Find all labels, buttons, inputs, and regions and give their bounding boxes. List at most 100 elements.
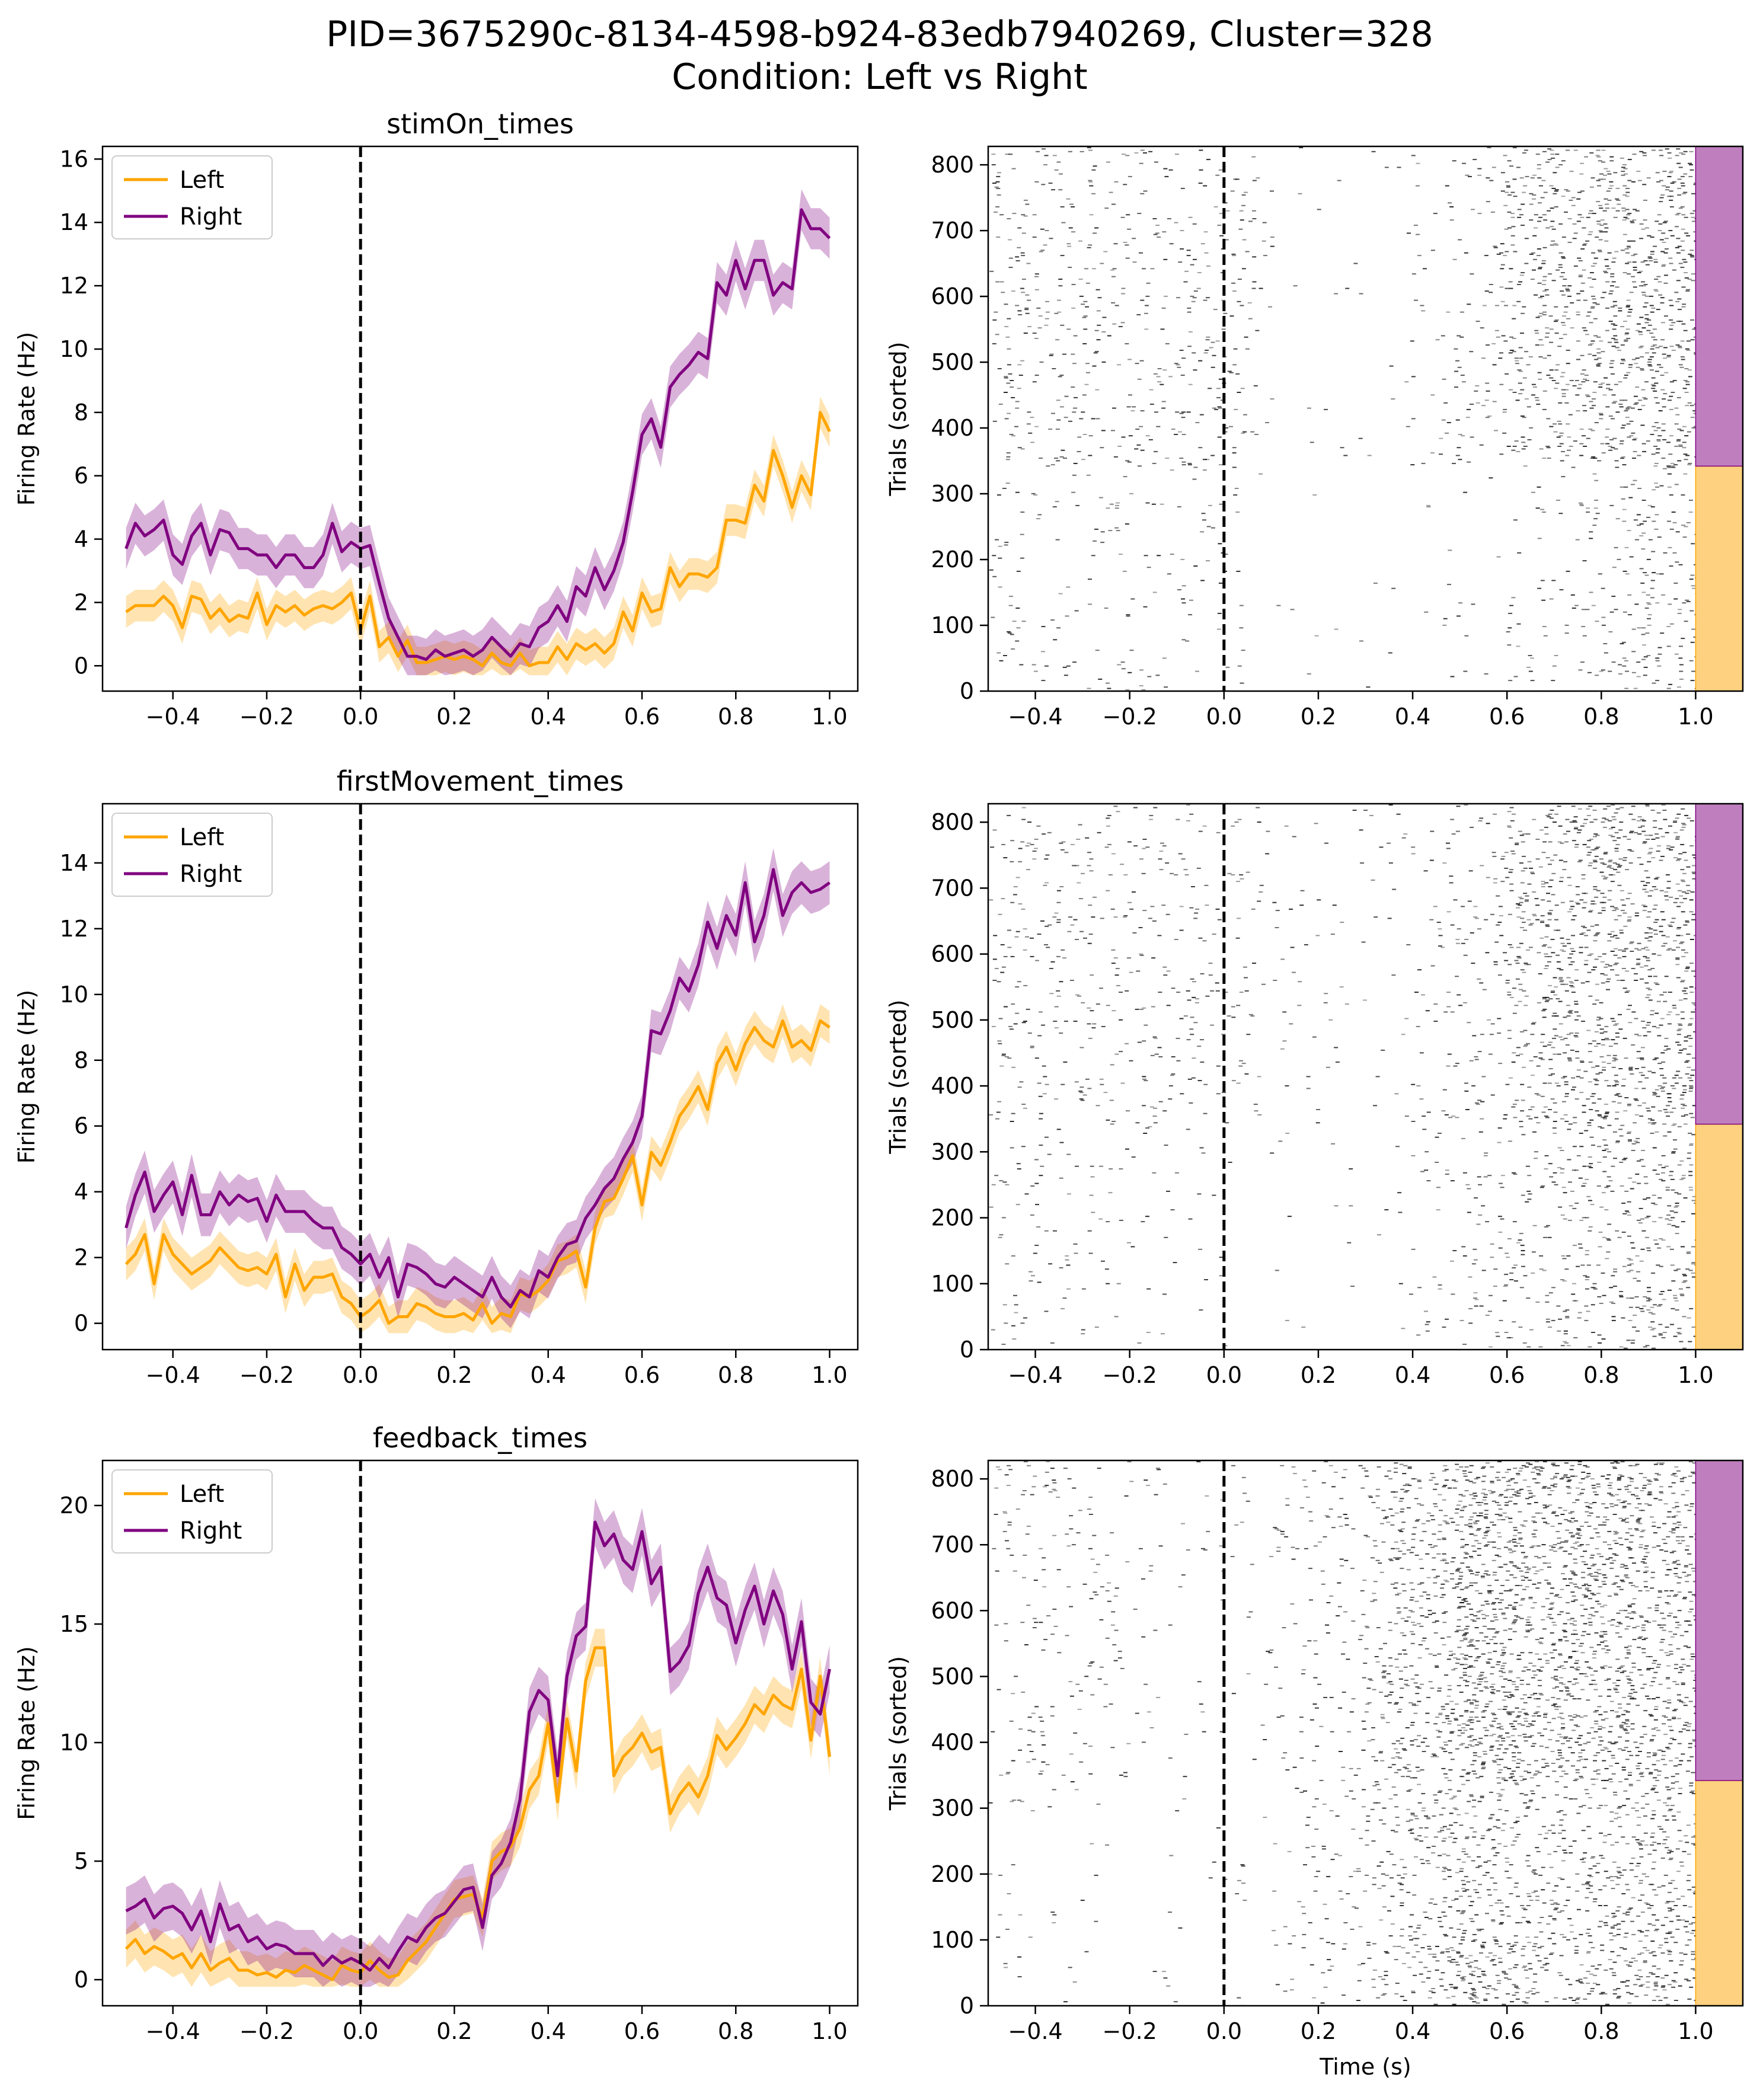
spike-mark — [1643, 155, 1647, 156]
spike-mark — [1119, 1019, 1123, 1021]
spike-mark — [1688, 162, 1692, 164]
spike-mark — [1687, 369, 1692, 371]
spike-mark — [1660, 1291, 1665, 1292]
spike-mark — [1237, 301, 1241, 302]
spike-mark — [1039, 361, 1044, 363]
spike-mark — [1545, 161, 1550, 163]
spike-mark — [1004, 1322, 1008, 1324]
spike-mark — [1572, 223, 1577, 225]
spike-mark — [1582, 405, 1586, 407]
spike-mark — [1216, 397, 1221, 398]
spike-mark — [1330, 934, 1335, 935]
spike-mark — [1477, 168, 1482, 170]
spike-mark — [1454, 386, 1458, 388]
spike-mark — [1554, 904, 1559, 906]
spike-mark — [1583, 1070, 1588, 1072]
spike-mark — [1511, 226, 1516, 228]
spike-mark — [1639, 238, 1644, 239]
spike-mark — [1384, 167, 1389, 168]
spike-mark — [1265, 422, 1269, 423]
spike-mark — [1451, 1996, 1456, 1997]
spike-mark — [1692, 1003, 1697, 1005]
spike-mark — [1632, 154, 1637, 155]
spike-mark — [1689, 986, 1694, 988]
spike-mark — [1178, 261, 1183, 263]
spike-mark — [1593, 935, 1598, 936]
spike-mark — [1140, 410, 1145, 412]
spike-mark — [1675, 817, 1679, 819]
spike-mark — [1128, 394, 1132, 396]
spike-mark — [1555, 167, 1560, 168]
spike-mark — [1456, 928, 1461, 930]
spike-mark — [1594, 848, 1599, 849]
spike-mark — [1559, 443, 1564, 445]
spike-mark — [998, 1043, 1002, 1044]
spike-mark — [1585, 1288, 1589, 1290]
spike-mark — [1640, 1310, 1645, 1312]
spike-mark — [1026, 1008, 1030, 1010]
spike-mark — [1571, 1077, 1576, 1079]
spike-mark — [1567, 884, 1572, 886]
spike-mark — [1507, 964, 1512, 966]
spike-mark — [1626, 1992, 1631, 1993]
spike-mark — [1669, 346, 1674, 347]
spike-mark — [1158, 1101, 1163, 1102]
spike-mark — [1644, 1236, 1649, 1238]
spike-mark — [1624, 1190, 1629, 1192]
spike-mark — [1492, 855, 1497, 857]
spike-mark — [1637, 525, 1641, 526]
x-tick-label: −0.2 — [239, 704, 294, 730]
spike-mark — [1177, 366, 1181, 368]
spike-mark — [1692, 1057, 1696, 1059]
spike-mark — [1366, 686, 1371, 688]
spike-mark — [1499, 906, 1503, 907]
spike-mark — [1608, 415, 1613, 417]
spike-mark — [1668, 1011, 1672, 1013]
spike-mark — [1077, 882, 1081, 884]
spike-mark — [1544, 336, 1549, 338]
spike-mark — [1519, 1233, 1523, 1235]
spike-mark — [1610, 285, 1614, 287]
spike-mark — [1580, 354, 1585, 356]
spike-mark — [1134, 448, 1139, 450]
spike-mark — [1570, 906, 1575, 907]
spike-mark — [1157, 368, 1162, 369]
spike-mark — [1632, 261, 1637, 263]
spike-mark — [1579, 1964, 1584, 1965]
spike-mark — [1642, 397, 1647, 398]
spike-mark — [1528, 356, 1533, 358]
y-tick-label: 400 — [931, 1073, 974, 1099]
spike-mark — [1477, 1176, 1481, 1178]
spike-mark — [1611, 1275, 1615, 1277]
spike-mark — [1121, 154, 1126, 155]
spike-mark — [1587, 1124, 1592, 1126]
spike-mark — [1572, 385, 1577, 386]
spike-mark — [1628, 366, 1633, 368]
spike-mark — [1589, 401, 1593, 402]
spike-mark — [1240, 878, 1244, 880]
spike-mark — [1608, 341, 1612, 343]
spike-mark — [1570, 986, 1575, 988]
spike-mark — [1107, 335, 1111, 337]
spike-mark — [1676, 280, 1681, 282]
spike-mark — [1522, 152, 1526, 154]
spike-mark — [1655, 1976, 1660, 1977]
spike-mark — [1594, 855, 1599, 857]
spike-mark — [1567, 436, 1571, 438]
spike-mark — [1287, 1216, 1292, 1217]
spike-mark — [1200, 973, 1205, 974]
raster-spikes — [989, 804, 1700, 1350]
spike-mark — [1478, 1184, 1483, 1185]
spike-mark — [1008, 605, 1013, 606]
spike-mark — [1599, 1033, 1604, 1034]
spike-mark — [1515, 363, 1519, 365]
spike-mark — [1638, 334, 1643, 335]
spike-mark — [1141, 689, 1146, 691]
spike-mark — [1425, 1330, 1430, 1332]
spike-mark — [1569, 981, 1573, 983]
spike-mark — [1497, 1142, 1502, 1143]
spike-mark — [1654, 290, 1659, 292]
spike-mark — [1570, 327, 1574, 329]
spike-mark — [1684, 987, 1688, 989]
spike-mark — [1034, 1057, 1039, 1059]
